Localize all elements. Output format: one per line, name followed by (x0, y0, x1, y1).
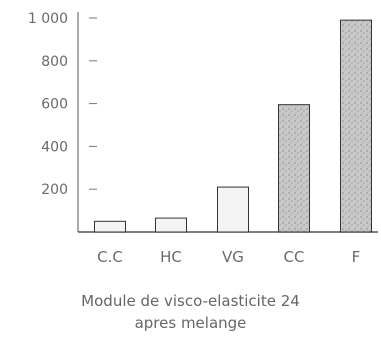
y-tick-label: 1 000 (28, 11, 68, 27)
bar-cc (278, 104, 310, 233)
x-axis-caption: Module de visco-elasticite 24 apres mela… (0, 290, 381, 334)
y-tick-label: 400 (41, 139, 68, 155)
bar-hc (155, 217, 187, 233)
x-tick-label: VG (222, 248, 244, 266)
y-tick-label: 600 (41, 97, 68, 113)
x-axis-caption-line-2: apres melange (134, 314, 247, 332)
bar-c-c (94, 220, 126, 233)
x-tick-label: CC (284, 248, 305, 266)
bar-vg (217, 186, 249, 233)
bar-f (340, 19, 372, 233)
x-tick-label: HC (160, 248, 182, 266)
x-tick-label: F (352, 248, 361, 266)
y-tick-label: 800 (41, 54, 68, 70)
x-tick-label: C.C (97, 248, 123, 266)
x-axis-caption-line-1: Module de visco-elasticite 24 (81, 292, 300, 310)
y-tick-label: 200 (41, 182, 68, 198)
